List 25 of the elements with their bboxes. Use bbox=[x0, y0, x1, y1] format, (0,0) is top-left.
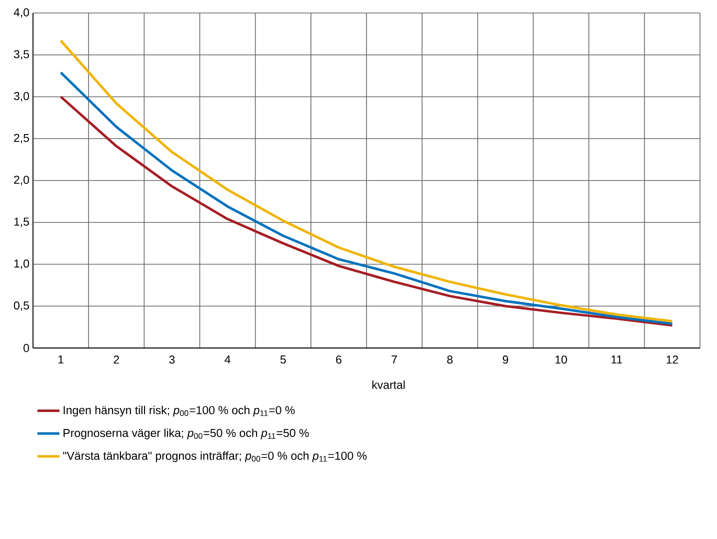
x-tick-label: 10 bbox=[556, 356, 567, 364]
x-tick-label: 2 bbox=[114, 356, 119, 364]
x-tick-label: 5 bbox=[280, 356, 286, 364]
x-tick-label: 6 bbox=[336, 356, 342, 364]
x-tick-label: 11 bbox=[612, 356, 622, 364]
y-tick-label: 4,0 bbox=[14, 8, 30, 18]
x-tick-label: 7 bbox=[392, 356, 397, 364]
y-tick-label: 1,5 bbox=[14, 218, 29, 228]
x-tick-label: 3 bbox=[169, 356, 175, 364]
y-tick-label: 3,5 bbox=[14, 50, 29, 60]
y-tick-label: 3,0 bbox=[14, 92, 30, 102]
y-tick-label: 1,0 bbox=[14, 260, 30, 269]
x-tick-label: 1 bbox=[58, 356, 64, 364]
x-tick-label: 9 bbox=[502, 356, 508, 364]
x-axis-title: kvartal bbox=[372, 380, 405, 389]
y-tick-label: 2,0 bbox=[14, 176, 30, 186]
x-tick-label: 8 bbox=[447, 356, 453, 364]
legend-label: "Värsta tänkbara" prognos inträffar; p$_{00}$=0 % och p$_{11}$=100 % bbox=[63, 451, 367, 462]
y-tick-label: 0,5 bbox=[14, 301, 29, 311]
x-tick-label: 12 bbox=[666, 356, 678, 364]
y-tick-label: 0 bbox=[24, 344, 30, 352]
legend-label: Ingen hänsyn till risk; p$_{00}$=100 % och p$_{11}$=0 % bbox=[64, 406, 295, 417]
legend-label: Prognoserna väger lika; p$_{00}$=50 % och p$_{11}$=50 % bbox=[64, 428, 309, 440]
y-tick-label: 2,5 bbox=[14, 134, 29, 144]
x-tick-label: 4 bbox=[224, 356, 230, 364]
